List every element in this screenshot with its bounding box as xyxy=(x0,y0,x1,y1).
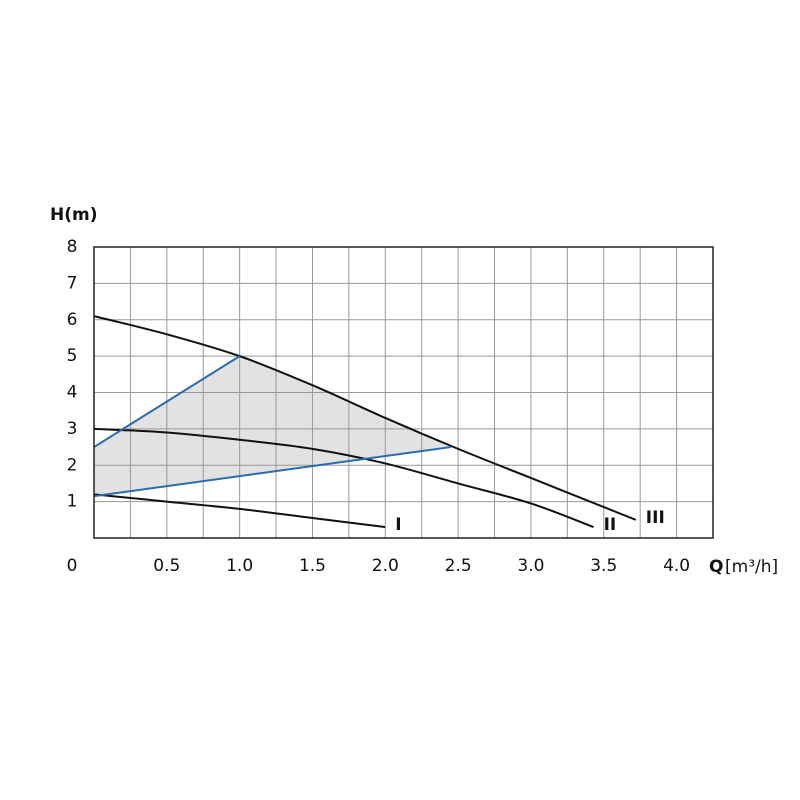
y-axis-label: H(m) xyxy=(50,205,97,225)
x-tick-label: 3.0 xyxy=(517,556,544,576)
x-axis-label: Q xyxy=(709,557,723,577)
region-layer xyxy=(94,356,451,497)
x-tick-label: 2.5 xyxy=(445,556,472,576)
y-tick-label: 5 xyxy=(67,346,78,366)
curve xyxy=(93,355,241,448)
x-tick-label: 1.5 xyxy=(299,556,326,576)
x-tick-label: 0 xyxy=(67,556,78,576)
x-axis-unit: [m³/h] xyxy=(725,557,778,577)
x-tick-label: 1.0 xyxy=(226,556,253,576)
plot-frame xyxy=(93,246,714,539)
curve-label: III xyxy=(646,508,665,528)
grid-layer xyxy=(94,246,714,538)
y-tick-label: 4 xyxy=(67,383,78,403)
operating-region xyxy=(94,356,451,497)
x-tick-label: 0.5 xyxy=(153,556,180,576)
y-tick-label: 7 xyxy=(67,273,78,293)
x-tick-label: 4.0 xyxy=(663,556,690,576)
y-tick-label: 8 xyxy=(67,237,78,257)
curve xyxy=(93,446,451,498)
y-tick-label: 6 xyxy=(67,310,78,330)
y-tick-label: 3 xyxy=(67,419,78,439)
x-tick-label: 2.0 xyxy=(372,556,399,576)
curve xyxy=(93,315,637,521)
curve-label: I xyxy=(395,515,401,535)
y-tick-label: 2 xyxy=(67,455,78,475)
curve-label: II xyxy=(604,515,617,535)
curve xyxy=(93,427,594,529)
x-tick-label: 3.5 xyxy=(590,556,617,576)
curve xyxy=(93,493,386,529)
y-tick-label: 1 xyxy=(67,492,78,512)
line-layer xyxy=(93,315,637,529)
